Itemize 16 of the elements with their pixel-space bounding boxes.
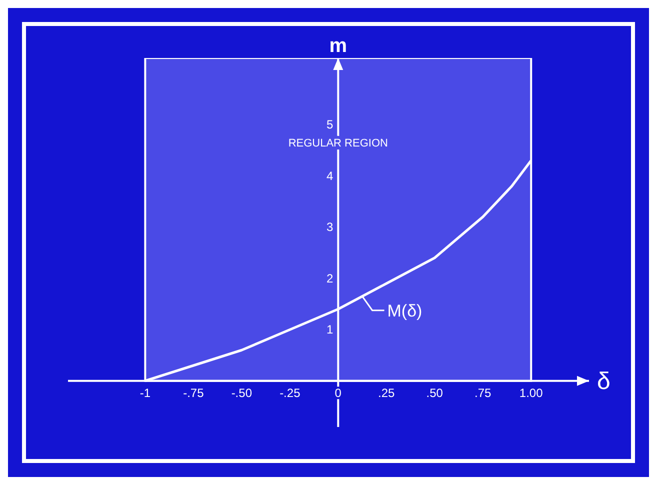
x-tick-label: -1 <box>140 386 151 400</box>
y-axis-title: m <box>329 35 348 57</box>
y-tick-label: 3 <box>326 220 334 234</box>
x-tick-label: 1.00 <box>519 386 544 400</box>
y-tick-label: 2 <box>326 271 334 286</box>
x-tick-label: .75 <box>474 386 492 400</box>
x-tick-label: -.50 <box>231 386 252 400</box>
x-tick-label: .50 <box>426 386 444 400</box>
y-tick-label: 1 <box>326 322 334 337</box>
x-axis-title: δ <box>597 368 610 395</box>
x-tick-label: .25 <box>378 386 396 400</box>
x-tick-label: -.75 <box>183 386 204 400</box>
x-tick-label: -.25 <box>280 386 301 400</box>
legend-label: M(δ) <box>387 301 422 320</box>
y-tick-label: 4 <box>326 168 334 183</box>
y-tick-label: 5 <box>326 118 334 132</box>
